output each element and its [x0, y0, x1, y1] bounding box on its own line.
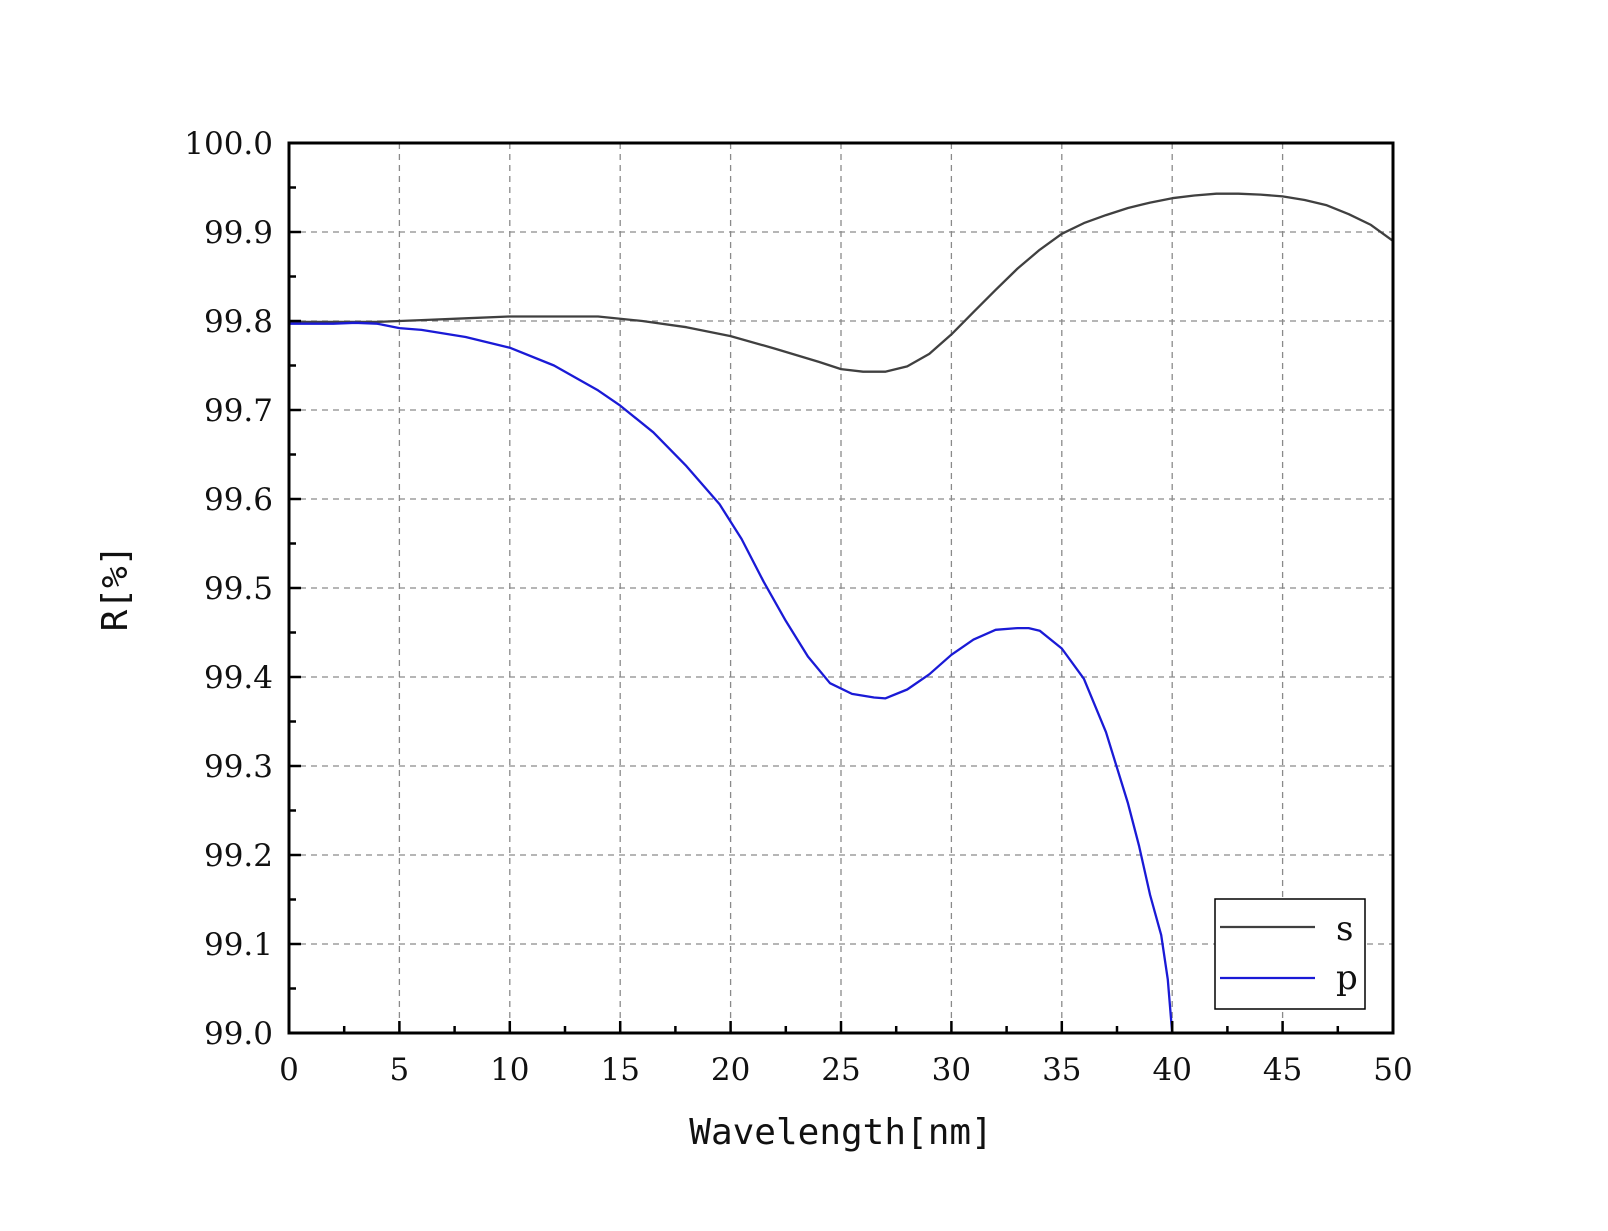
grid — [289, 143, 1393, 1033]
y-tick-label: 99.2 — [204, 838, 273, 874]
x-tick-label: 10 — [490, 1052, 529, 1088]
x-tick-label: 15 — [600, 1052, 639, 1088]
y-tick-label: 99.8 — [204, 304, 273, 340]
tick-labels: 0 5 10 15 20 25 30 35 40 45 50 99.0 99.1 99.2 99.3 99.4… — [184, 126, 1412, 1088]
series-line-p — [287, 321, 1174, 1035]
x-tick-label: 5 — [390, 1052, 410, 1088]
y-tick-label: 99.4 — [204, 660, 273, 696]
y-tick-label: 99.9 — [204, 215, 273, 251]
x-tick-label: 30 — [932, 1052, 971, 1088]
x-tick-label: 35 — [1042, 1052, 1081, 1088]
y-tick-label: 99.3 — [204, 749, 273, 785]
legend: s p — [1214, 898, 1366, 1010]
legend-label-p: p — [1336, 958, 1358, 998]
legend-label-s: s — [1336, 909, 1353, 949]
y-tick-label: 100.0 — [184, 126, 273, 162]
series-line-s — [287, 192, 1395, 373]
x-tick-label: 50 — [1373, 1052, 1412, 1088]
x-axis-title: Wavelength[nm] — [689, 1112, 992, 1153]
x-tick-label: 40 — [1152, 1052, 1191, 1088]
y-tick-label: 99.1 — [204, 927, 273, 963]
legend-box — [1214, 898, 1366, 1010]
axis-ticks — [287, 141, 1395, 1035]
x-tick-label: 25 — [821, 1052, 860, 1088]
plot-area — [287, 192, 1395, 1035]
x-tick-label: 20 — [711, 1052, 750, 1088]
y-tick-label: 99.7 — [204, 393, 273, 429]
x-tick-label: 0 — [279, 1052, 299, 1088]
y-axis-title: R[%] — [95, 545, 136, 632]
y-tick-label: 99.5 — [204, 571, 273, 607]
x-tick-label: 45 — [1263, 1052, 1302, 1088]
y-tick-label: 99.0 — [204, 1016, 273, 1052]
y-tick-label: 99.6 — [204, 482, 273, 518]
